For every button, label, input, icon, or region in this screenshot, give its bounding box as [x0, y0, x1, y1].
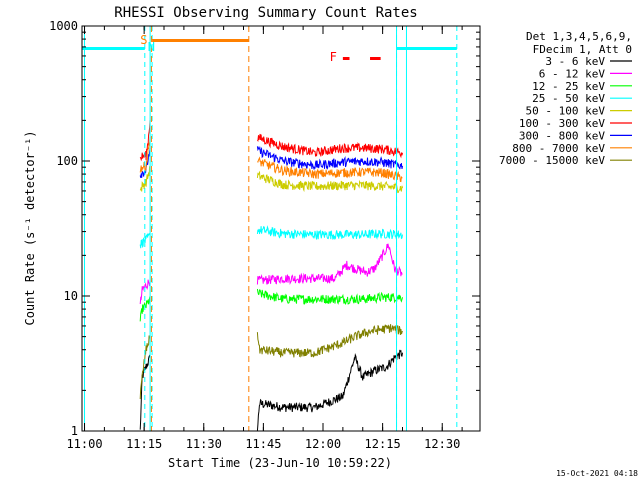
- saa-flag-label: S: [140, 33, 147, 47]
- x-axis-label: Start Time (23-Jun-10 10:59:22): [168, 456, 392, 470]
- x-tick-label-6: 12:30: [424, 437, 460, 451]
- series-line-6-seg-1: [256, 146, 403, 171]
- legend-label-6: 300 - 800 keV: [519, 129, 605, 142]
- flare-bar-1: [370, 57, 381, 60]
- x-tick-label-5: 12:15: [365, 437, 401, 451]
- x-tick-label-1: 11:15: [126, 437, 162, 451]
- series-line-0-seg-0: [139, 354, 151, 430]
- series-line-3-seg-1: [256, 225, 403, 241]
- axis-layer: 11:00 11:15 11:30 11:45 12:00 12:15 12:30 1 10 10…: [49, 19, 480, 451]
- x-tick-label-0: 11:00: [66, 437, 102, 451]
- series-line-7-seg-1: [257, 156, 403, 183]
- flare-flag-label: F: [330, 50, 337, 64]
- chart-title: RHESSI Observing Summary Count Rates: [114, 5, 417, 21]
- saa-bar: [152, 39, 249, 42]
- series-line-4-seg-0: [139, 166, 151, 192]
- footer-timestamp: 15-Oct-2021 04:18: [556, 469, 638, 478]
- series-line-8-seg-1: [256, 324, 403, 358]
- flare-bar-0: [342, 57, 350, 60]
- data-layer: [139, 120, 403, 432]
- x-tick-label-2: 11:30: [186, 437, 222, 451]
- series-line-4-seg-1: [256, 170, 403, 194]
- plot-frame: [81, 25, 481, 432]
- legend-label-5: 100 - 300 keV: [519, 117, 605, 130]
- series-line-5-seg-1: [256, 133, 403, 159]
- legend-label-8: 7000 - 15000 keV: [499, 154, 605, 167]
- legend-label-0: 3 - 6 keV: [545, 55, 605, 68]
- y-tick-label-0: 1: [71, 424, 78, 438]
- legend-label-7: 800 - 7000 keV: [512, 142, 605, 155]
- legend-label-1: 6 - 12 keV: [539, 67, 606, 80]
- legend-label-2: 12 - 25 keV: [532, 80, 605, 93]
- series-line-2-seg-1: [256, 288, 403, 305]
- night-bar-1: [396, 47, 457, 50]
- series-line-1-seg-1: [256, 243, 403, 285]
- series-line-1-seg-0: [139, 279, 151, 305]
- legend-label-4: 50 - 100 keV: [526, 105, 606, 118]
- y-axis-label: Count Rate (s⁻¹ detector⁻¹): [23, 130, 37, 325]
- series-line-0-seg-1: [256, 349, 403, 432]
- x-tick-label-4: 12:00: [305, 437, 341, 451]
- y-tick-label-1: 10: [64, 289, 78, 303]
- y-tick-label-2: 100: [56, 154, 78, 168]
- legend-header-line-1: Det 1,3,4,5,6,9,: [526, 30, 632, 43]
- legend-label-3: 25 - 50 keV: [532, 92, 605, 105]
- legend: Det 1,3,4,5,6,9, FDecim 1, Att 0 3 - 6 k…: [499, 30, 632, 167]
- night-flag-label: N: [148, 40, 155, 54]
- x-tick-label-3: 11:45: [245, 437, 281, 451]
- y-tick-label-3: 1000: [49, 19, 78, 33]
- legend-header-line-2: FDecim 1, Att 0: [533, 43, 632, 56]
- interval-layer: S N F: [82, 26, 458, 431]
- night-bar-0: [82, 47, 145, 50]
